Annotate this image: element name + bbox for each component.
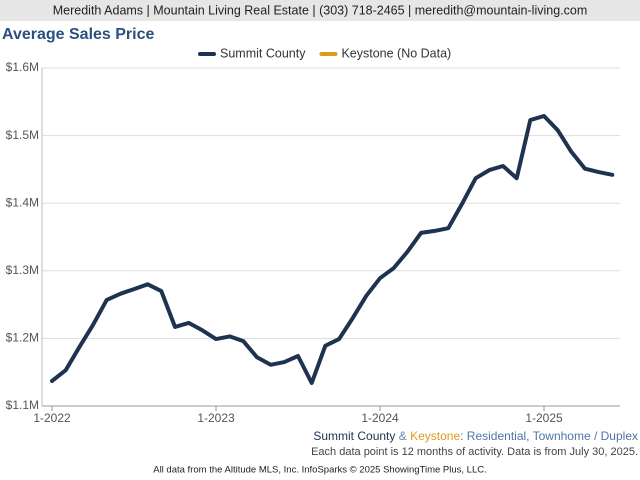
y-tick-label: $1.1M bbox=[6, 398, 39, 412]
header-text: Meredith Adams | Mountain Living Real Es… bbox=[53, 3, 588, 17]
x-tick-label: 1-2022 bbox=[33, 411, 71, 425]
x-tick-label: 1-2023 bbox=[197, 411, 235, 425]
y-tick-label: $1.3M bbox=[6, 263, 39, 277]
y-tick-label: $1.2M bbox=[6, 331, 39, 345]
subtitle-part: Summit County bbox=[313, 429, 395, 443]
legend-label: Summit County bbox=[220, 46, 306, 60]
series-line bbox=[50, 114, 615, 385]
x-tick-label: 1-2025 bbox=[525, 411, 563, 425]
note: Each data point is 12 months of activity… bbox=[311, 446, 638, 458]
subtitle-part: & bbox=[399, 429, 407, 443]
subtitle: Summit County & Keystone: Residential, T… bbox=[313, 429, 638, 443]
x-tick-label: 1-2024 bbox=[361, 411, 399, 425]
chart-title: Average Sales Price bbox=[2, 26, 155, 43]
subtitle-part: Keystone bbox=[410, 429, 460, 443]
header-bar bbox=[0, 0, 640, 21]
y-tick-label: $1.6M bbox=[6, 60, 39, 74]
subtitle-part: : Residential, Townhome / Duplex bbox=[460, 429, 638, 443]
y-tick-label: $1.4M bbox=[6, 195, 39, 209]
legend-label: Keystone (No Data) bbox=[341, 46, 451, 60]
footer: All data from the Altitude MLS, Inc. Inf… bbox=[153, 465, 487, 476]
legend: Summit County Keystone (No Data) bbox=[198, 46, 451, 60]
y-tick-label: $1.5M bbox=[6, 128, 39, 142]
